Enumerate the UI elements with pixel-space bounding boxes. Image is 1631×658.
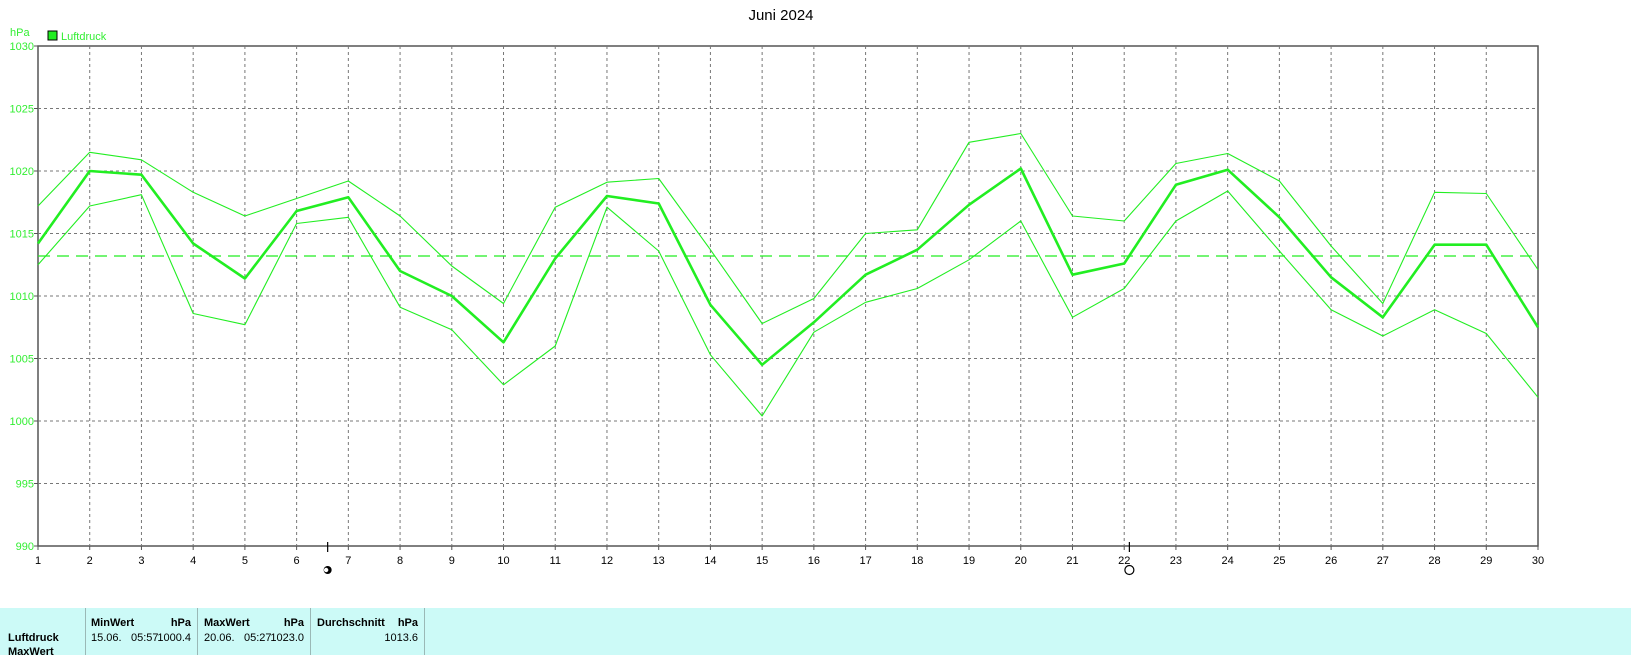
x-tick-label: 22 [1118, 555, 1130, 567]
x-tick-label: 17 [859, 555, 871, 567]
series-line-mean [36, 167, 1540, 367]
x-tick-label: 14 [704, 555, 716, 567]
x-tick-label: 18 [911, 555, 923, 567]
y-tick-label: 1010 [10, 291, 34, 303]
y-tick-label: 1015 [10, 229, 34, 241]
series-line-min [37, 190, 1539, 417]
max-cell: MaxWert hPa 20.06. 05:27 1023.0 [198, 608, 311, 655]
avg-unit: hPa [397, 617, 418, 629]
x-tick-label: 29 [1480, 555, 1492, 567]
min-date: 15.06. [91, 632, 122, 644]
y-tick-label: 1020 [10, 166, 34, 178]
x-tick-label: 9 [449, 555, 455, 567]
x-tick-label: 5 [242, 555, 248, 567]
y-tick-label: 995 [16, 479, 34, 491]
x-tick-label: 2 [87, 555, 93, 567]
moon-markers [323, 542, 1135, 576]
x-tick-labels: 1 2 3 4 5 6 7 8 9 10 11 12 13 14 15 16 17 18 19 20 21 22 23 24 2… [35, 555, 1544, 567]
row-label: Luftdruck [8, 632, 59, 644]
x-tick-label: 27 [1377, 555, 1389, 567]
x-tick-label: 15 [756, 555, 768, 567]
y-tick-label: 990 [16, 541, 34, 553]
min-header: MinWert [91, 617, 135, 629]
x-tick-label: 8 [397, 555, 403, 567]
x-tick-label: 13 [653, 555, 665, 567]
x-tick-label: 4 [190, 555, 196, 567]
x-tick-label: 11 [550, 555, 561, 567]
x-tick-label: 25 [1273, 555, 1285, 567]
x-tick-label: 19 [963, 555, 975, 567]
x-tick-label: 20 [1015, 555, 1027, 567]
max-value: 1023.0 [270, 632, 304, 644]
avg-cell: Durchschnitt hPa 1013.6 [311, 608, 425, 655]
y-tick-labels: 990 995 1000 1005 1010 1015 1020 1025 1030 [10, 41, 34, 553]
x-tick-label: 16 [808, 555, 820, 567]
x-tick-label: 21 [1066, 555, 1078, 567]
legend-swatch [47, 30, 58, 41]
x-tick-label: 7 [345, 555, 351, 567]
min-value: 1000.4 [157, 632, 191, 644]
avg-value: 1013.6 [384, 632, 418, 644]
x-tick-label: 26 [1325, 555, 1337, 567]
max-header: MaxWert [204, 617, 250, 629]
max-unit: hPa [283, 617, 304, 629]
x-tick-label: 23 [1170, 555, 1182, 567]
x-tick-label: 12 [601, 555, 613, 567]
x-tick-label: 28 [1428, 555, 1440, 567]
y-tick-label: 1025 [10, 104, 34, 116]
y-tick-label: 1000 [10, 416, 34, 428]
half-moon-icon-light [323, 567, 329, 573]
row-label-secondary: MaxWert [8, 646, 54, 658]
legend-label: Luftdruck [61, 31, 107, 43]
max-date: 20.06. [204, 632, 235, 644]
x-tick-label: 30 [1532, 555, 1544, 567]
full-moon-icon [1124, 564, 1135, 576]
statistics-table: Luftdruck MaxWert MinWert hPa 15.06. 05:… [0, 608, 1631, 658]
min-cell: MinWert hPa 15.06. 05:57 1000.4 [86, 608, 198, 655]
y-axis-unit: hPa [10, 27, 30, 39]
y-tick-label: 1005 [10, 354, 34, 366]
y-tick-label: 1030 [10, 41, 34, 53]
max-time: 05:27 [244, 632, 272, 644]
x-tick-label: 3 [138, 555, 144, 567]
grid [34, 45, 1539, 550]
x-tick-label: 6 [294, 555, 300, 567]
row-label-cell: Luftdruck MaxWert [0, 608, 86, 658]
min-time: 05:57 [131, 632, 159, 644]
chart-title: Juni 2024 [748, 7, 813, 24]
min-unit: hPa [170, 617, 191, 629]
x-tick-label: 24 [1222, 555, 1234, 567]
avg-header: Durchschnitt [317, 617, 385, 629]
x-tick-label: 1 [35, 555, 41, 567]
series-group [36, 132, 1540, 417]
x-tick-label: 10 [497, 555, 509, 567]
series-line-max [37, 132, 1539, 325]
